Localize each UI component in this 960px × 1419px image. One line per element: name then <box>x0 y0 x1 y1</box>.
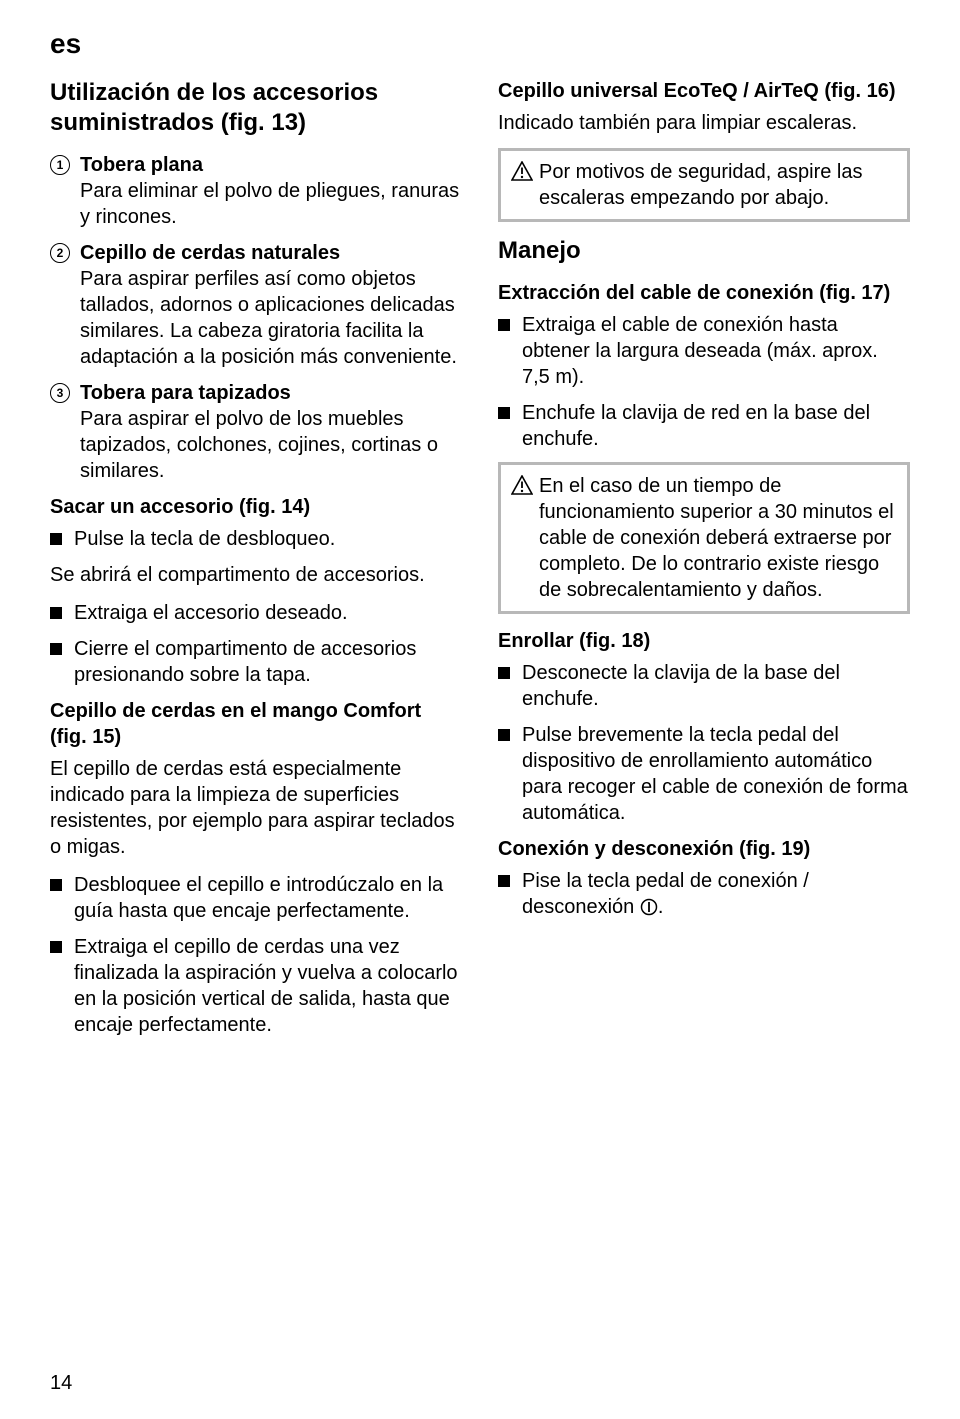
bullet-item: Pulse la tecla de desbloqueo. <box>50 526 462 552</box>
numbered-item: 1 Tobera plana Para eliminar el polvo de… <box>50 152 462 230</box>
item-text: Para aspirar el polvo de los muebles tap… <box>80 408 438 482</box>
numbered-list: 1 Tobera plana Para eliminar el polvo de… <box>50 152 462 484</box>
numbered-item: 3 Tobera para tapizados Para aspirar el … <box>50 380 462 484</box>
bullet-text: Extraiga el cable de conexión hasta obte… <box>522 312 910 390</box>
sub-heading: Sacar un accesorio (fig. 14) <box>50 494 462 520</box>
square-bullet-icon <box>50 879 62 891</box>
right-column: Cepillo universal EcoTeQ / AirTeQ (fig. … <box>498 78 910 1048</box>
square-bullet-icon <box>50 643 62 655</box>
bullet-item: Cierre el compartimento de accesorios pr… <box>50 636 462 688</box>
page-number: 14 <box>50 1372 72 1395</box>
item-title: Tobera plana <box>80 154 203 176</box>
square-bullet-icon <box>498 407 510 419</box>
bullet-item: Enchufe la clavija de red en la base del… <box>498 400 910 452</box>
bullet-item: Desbloquee el cepillo e introdúczalo en … <box>50 872 462 924</box>
warning-text: En el caso de un tiempo de funcionamient… <box>539 473 897 603</box>
section-heading: Utilización de los accesorios suministra… <box>50 78 462 138</box>
bullet-text: Enchufe la clavija de red en la base del… <box>522 400 910 452</box>
numbered-item-body: Tobera para tapizados Para aspirar el po… <box>80 380 462 484</box>
section-heading: Manejo <box>498 236 910 266</box>
paragraph: Indicado también para limpiar escaleras. <box>498 110 910 136</box>
power-symbol-icon <box>640 897 658 923</box>
numbered-item: 2 Cepillo de cerdas naturales Para aspir… <box>50 240 462 370</box>
bullet-text-part: . <box>658 896 664 918</box>
circled-number-icon: 1 <box>50 155 70 175</box>
numbered-item-body: Cepillo de cerdas naturales Para aspirar… <box>80 240 462 370</box>
paragraph: Se abrirá el compartimento de accesorios… <box>50 562 462 588</box>
bullet-text: Desbloquee el cepillo e introdúczalo en … <box>74 872 462 924</box>
bullet-text: Desconecte la clavija de la base del enc… <box>522 660 910 712</box>
warning-triangle-icon <box>511 161 533 181</box>
square-bullet-icon <box>498 729 510 741</box>
bullet-item: Extraiga el accesorio deseado. <box>50 600 462 626</box>
paragraph: El cepillo de cerdas está especialmente … <box>50 756 462 860</box>
sub-heading: Extracción del cable de conexión (fig. 1… <box>498 280 910 306</box>
bullet-text-part: Pise la tecla pedal de conexión / descon… <box>522 870 809 918</box>
language-code: es <box>50 28 910 60</box>
square-bullet-icon <box>498 319 510 331</box>
sub-heading: Cepillo de cerdas en el mango Comfort (f… <box>50 698 462 750</box>
item-title: Tobera para tapizados <box>80 382 291 404</box>
bullet-item: Pise la tecla pedal de conexión / descon… <box>498 868 910 923</box>
square-bullet-icon <box>498 875 510 887</box>
sub-heading: Cepillo universal EcoTeQ / AirTeQ (fig. … <box>498 78 910 104</box>
bullet-text: Extraiga el accesorio deseado. <box>74 600 462 626</box>
numbered-item-body: Tobera plana Para eliminar el polvo de p… <box>80 152 462 230</box>
bullet-item: Pulse brevemente la tecla pedal del disp… <box>498 722 910 826</box>
square-bullet-icon <box>50 607 62 619</box>
bullet-item: Extraiga el cable de conexión hasta obte… <box>498 312 910 390</box>
left-column: Utilización de los accesorios suministra… <box>50 78 462 1048</box>
bullet-text: Pise la tecla pedal de conexión / descon… <box>522 868 910 923</box>
sub-heading: Enrollar (fig. 18) <box>498 628 910 654</box>
warning-text: Por motivos de seguridad, aspire las esc… <box>539 159 897 211</box>
bullet-item: Extraiga el cepillo de cerdas una vez fi… <box>50 934 462 1038</box>
square-bullet-icon <box>498 667 510 679</box>
sub-heading: Conexión y desconexión (fig. 19) <box>498 836 910 862</box>
warning-box: Por motivos de seguridad, aspire las esc… <box>498 148 910 222</box>
square-bullet-icon <box>50 941 62 953</box>
bullet-text: Pulse la tecla de desbloqueo. <box>74 526 462 552</box>
item-text: Para aspirar perfiles así como objetos t… <box>80 268 457 368</box>
warning-box: En el caso de un tiempo de funcionamient… <box>498 462 910 614</box>
item-title: Cepillo de cerdas naturales <box>80 242 340 264</box>
circled-number-icon: 2 <box>50 243 70 263</box>
bullet-text: Cierre el compartimento de accesorios pr… <box>74 636 462 688</box>
warning-triangle-icon <box>511 475 533 495</box>
two-column-layout: Utilización de los accesorios suministra… <box>50 78 910 1048</box>
circled-number-icon: 3 <box>50 383 70 403</box>
bullet-text: Pulse brevemente la tecla pedal del disp… <box>522 722 910 826</box>
bullet-item: Desconecte la clavija de la base del enc… <box>498 660 910 712</box>
bullet-text: Extraiga el cepillo de cerdas una vez fi… <box>74 934 462 1038</box>
square-bullet-icon <box>50 533 62 545</box>
item-text: Para eliminar el polvo de pliegues, ranu… <box>80 180 459 228</box>
